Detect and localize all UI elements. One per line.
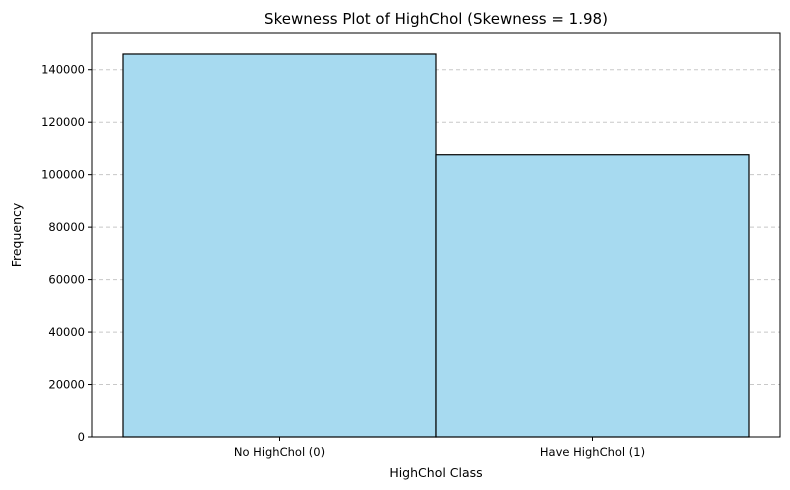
- y-tick-label: 20000: [48, 378, 85, 392]
- bar: [122, 53, 437, 438]
- plot-frame: [91, 32, 781, 438]
- x-tick-label: No HighChol (0): [234, 445, 325, 459]
- y-axis: 0 20000 40000 60000 80000 100000 120000 140000: [41, 63, 92, 444]
- x-axis: No HighChol (0) Have HighChol (1): [234, 437, 645, 459]
- y-tick-label: 40000: [48, 325, 85, 339]
- x-tick-label: Have HighChol (1): [540, 445, 645, 459]
- y-tick-label: 100000: [41, 168, 85, 182]
- x-axis-label: HighChol Class: [389, 465, 482, 480]
- y-tick-label: 140000: [41, 63, 85, 77]
- bar: [435, 154, 750, 438]
- chart-title: Skewness Plot of HighChol (Skewness = 1.…: [264, 10, 608, 28]
- y-axis-label: Frequency: [9, 202, 24, 267]
- bars: [122, 53, 750, 438]
- y-tick-label: 0: [78, 430, 85, 444]
- y-tick-label: 60000: [48, 273, 85, 287]
- y-tick-label: 120000: [41, 115, 85, 129]
- y-tick-label: 80000: [48, 220, 85, 234]
